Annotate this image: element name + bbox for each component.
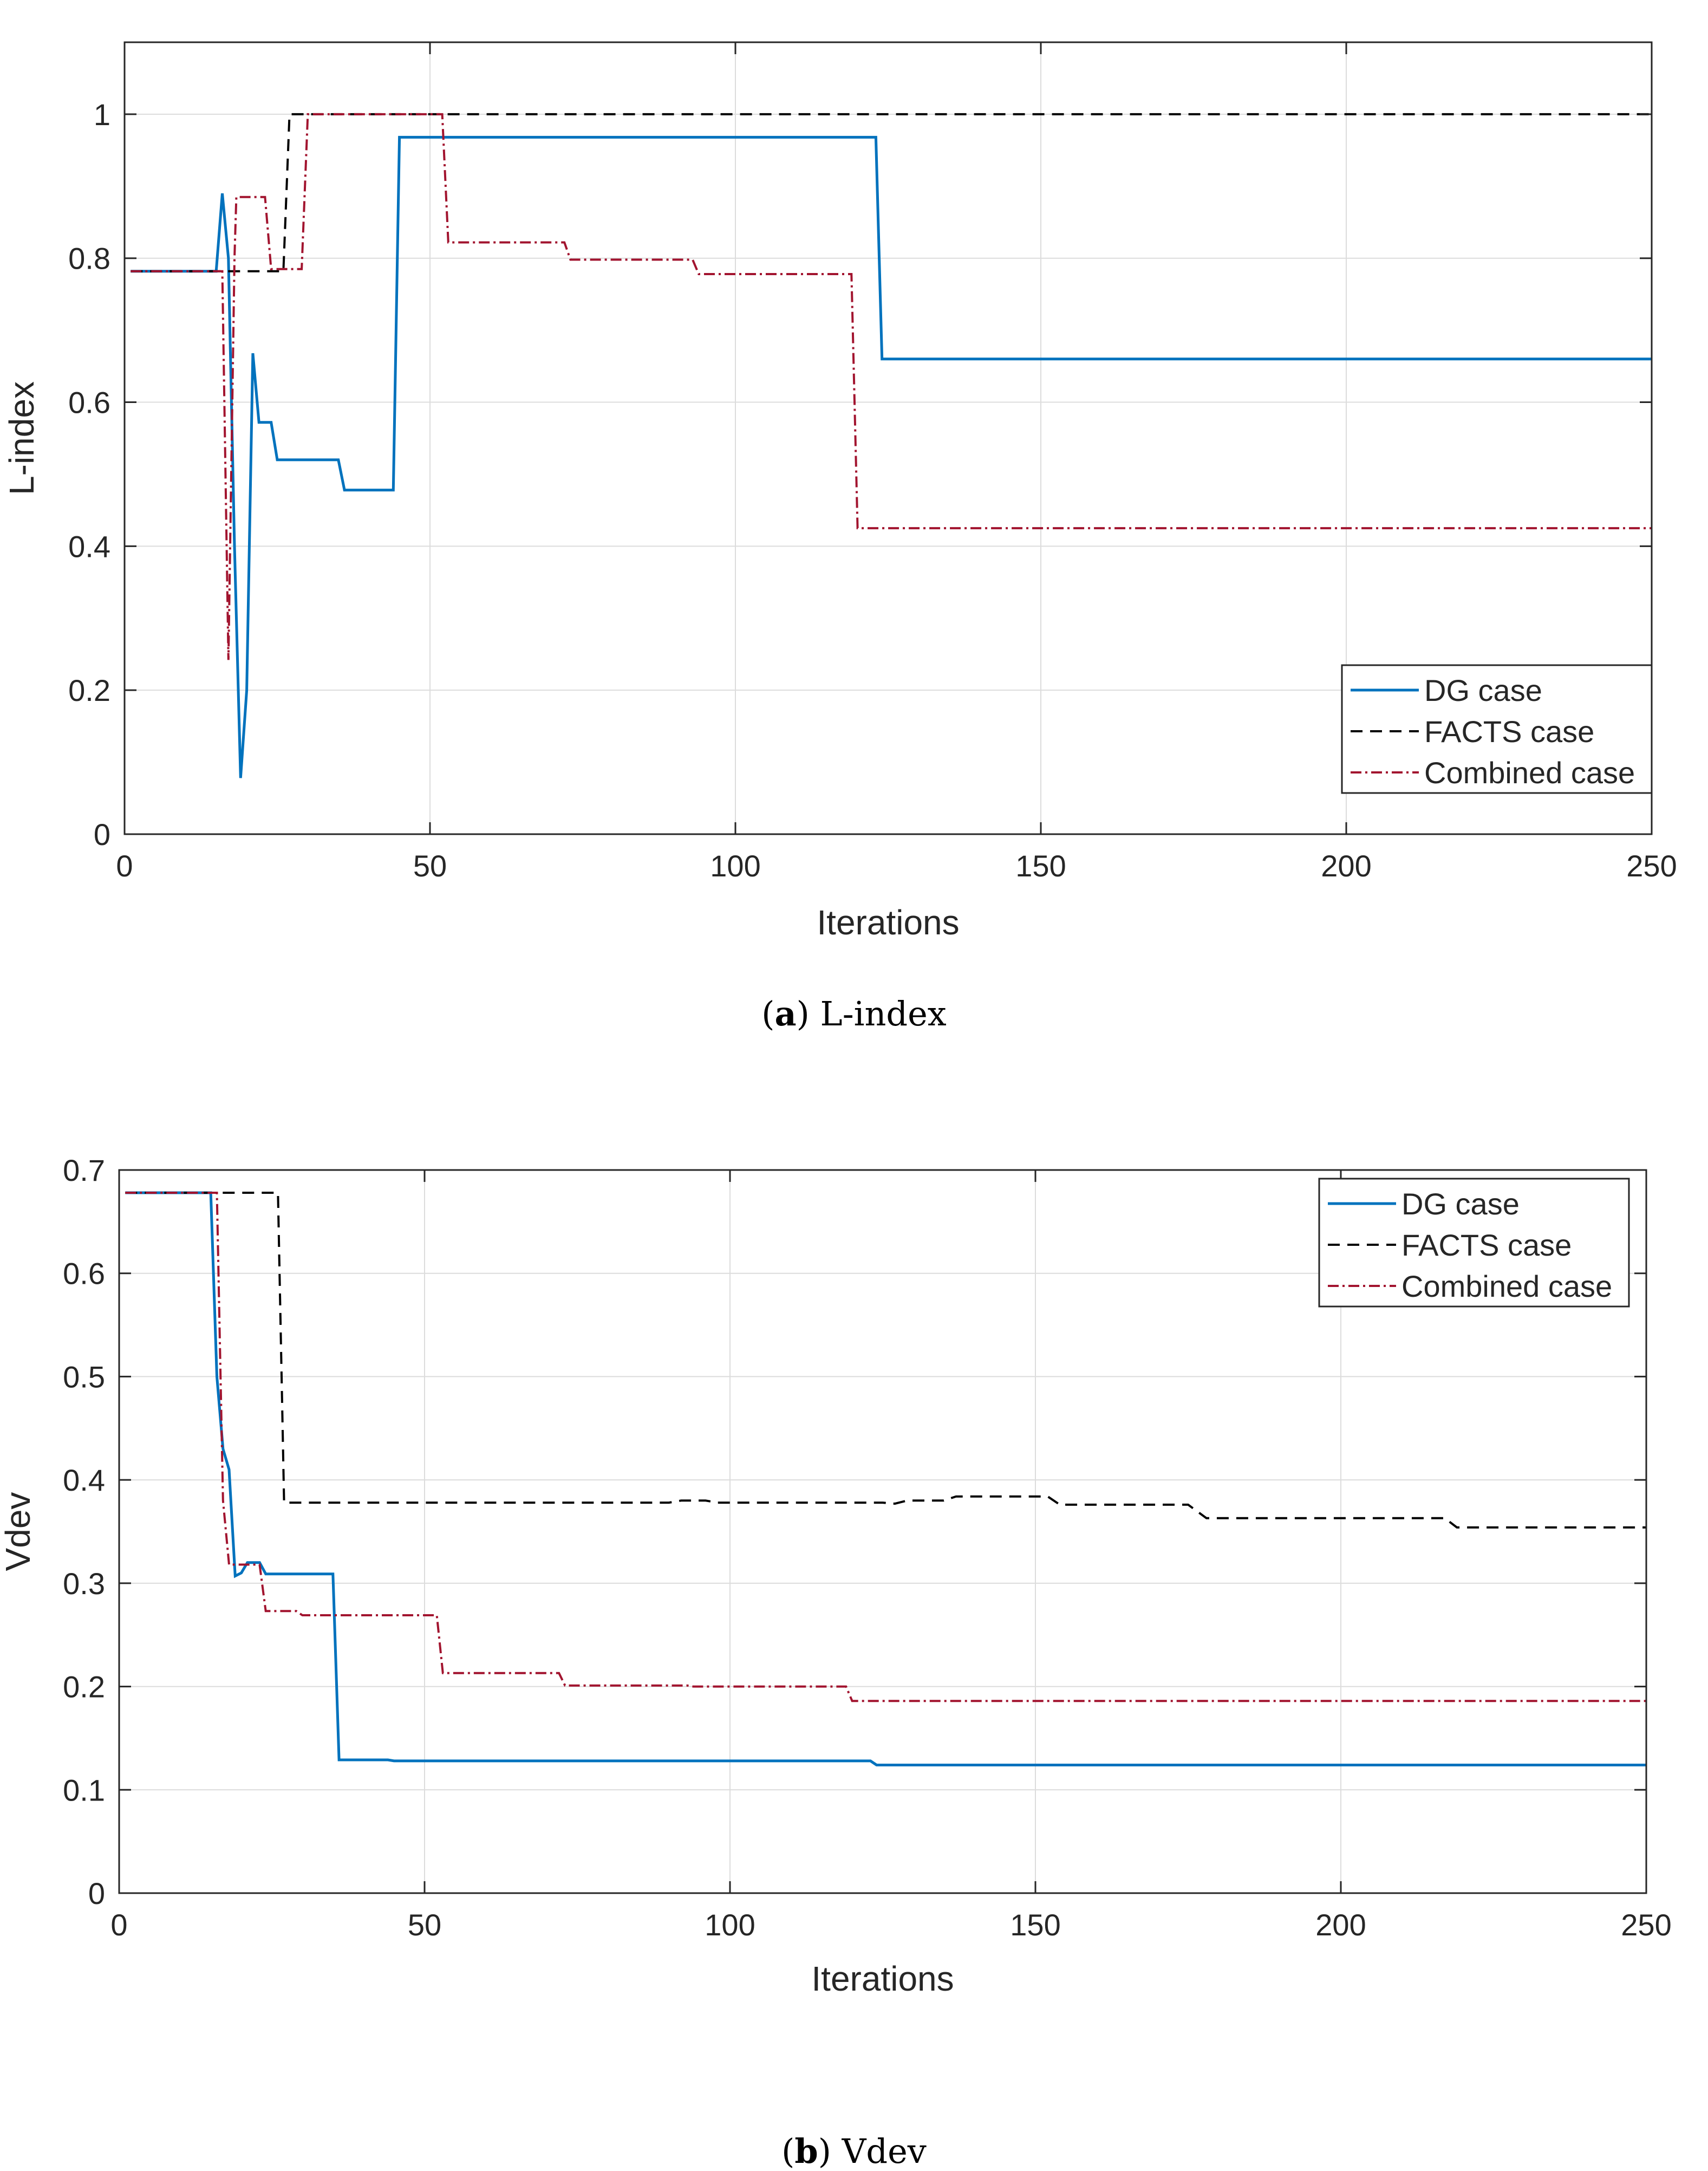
- y-tick-label: 0: [94, 817, 110, 851]
- y-tick-label: 1: [94, 98, 110, 132]
- legend-label: Combined case: [1401, 1269, 1612, 1303]
- caption-b: (b) Vdev: [781, 2131, 927, 2171]
- axes-box: [123, 41, 1653, 835]
- caption-b-text: Vdev: [842, 2131, 927, 2171]
- x-tick-label: 0: [110, 1908, 127, 1942]
- y-tick-label: 0.7: [63, 1153, 105, 1187]
- x-tick-label: 250: [1626, 849, 1677, 883]
- chart-l-index: 0 50 100 150 200 250 0 0.2 0.4 0.6 0.8 1 Iterations L…: [2, 41, 1677, 942]
- series-line-combined-case: [125, 1192, 1646, 1702]
- y-tick-label: 0.4: [68, 529, 110, 563]
- caption-b-letter: b: [794, 2131, 818, 2171]
- y-tick-label: 0.1: [63, 1773, 105, 1807]
- legend-label: Combined case: [1424, 756, 1635, 790]
- x-tick-label: 50: [408, 1908, 441, 1942]
- x-tick-label: 100: [705, 1908, 755, 1942]
- x-tick-label: 150: [1015, 849, 1066, 883]
- y-tick-label: 0.5: [63, 1360, 105, 1394]
- legend: DG case FACTS case Combined case: [1318, 1178, 1630, 1308]
- y-tick-label: 0.6: [68, 386, 110, 420]
- x-tick-label: 200: [1315, 1908, 1366, 1942]
- legend-label: FACTS case: [1424, 714, 1594, 749]
- x-tick-label: 100: [710, 849, 760, 883]
- x-tick-label: 150: [1010, 1908, 1060, 1942]
- y-tick-label: 0.2: [68, 673, 110, 707]
- y-tick-label: 0.3: [63, 1566, 105, 1601]
- y-tick-label: 0.6: [63, 1257, 105, 1291]
- y-tick-label: 0.8: [68, 242, 110, 276]
- y-axis-label: L-index: [2, 381, 41, 495]
- legend: DG case FACTS case Combined case: [1341, 664, 1653, 794]
- legend-label: DG case: [1424, 673, 1542, 707]
- y-tick-label: 0: [88, 1876, 105, 1910]
- legend-label: FACTS case: [1401, 1228, 1572, 1262]
- y-axis-label: Vdev: [0, 1492, 37, 1571]
- x-tick-label: 0: [116, 849, 133, 883]
- y-tick-label: 0.4: [63, 1463, 105, 1497]
- y-tick-label: 0.2: [63, 1670, 105, 1704]
- series-line-combined-case: [131, 113, 1652, 660]
- x-tick-label: 50: [413, 849, 447, 883]
- series-line-dg-case: [131, 135, 1652, 778]
- x-axis-label: Iterations: [817, 903, 959, 942]
- legend-box: [1341, 664, 1653, 794]
- legend-label: DG case: [1401, 1187, 1520, 1221]
- caption-a-letter: a: [774, 994, 797, 1034]
- axes-box: [118, 1169, 1647, 1894]
- series-line-facts-case: [125, 1192, 1646, 1529]
- caption-a: (a) L-index: [761, 994, 947, 1034]
- chart-vdev: 0 50 100 150 200 250 0 0.1 0.2 0.3 0.4 0.5 0.6 0.7 Ite…: [0, 1153, 1672, 1998]
- x-tick-label: 250: [1621, 1908, 1671, 1942]
- caption-a-text: L-index: [820, 994, 947, 1034]
- x-tick-label: 200: [1321, 849, 1371, 883]
- x-axis-label: Iterations: [811, 1959, 954, 1998]
